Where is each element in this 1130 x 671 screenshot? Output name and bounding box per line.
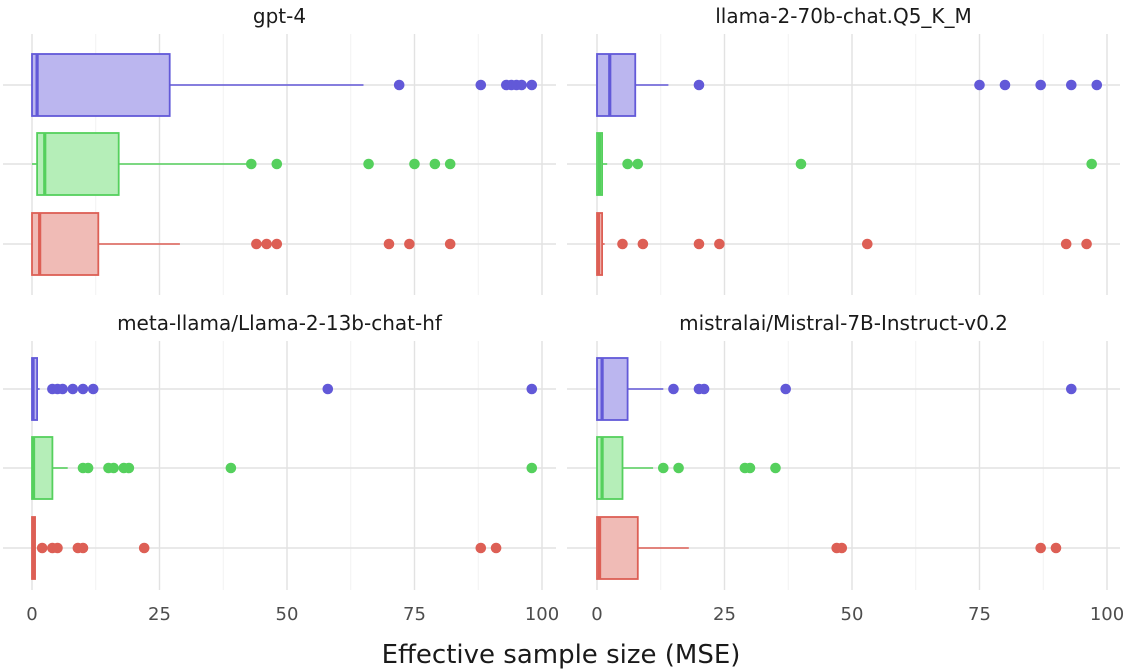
outlier-point [138, 542, 150, 554]
x-tick-label: 25 [148, 604, 171, 625]
outlier-point [429, 158, 441, 170]
x-tick-label: 50 [841, 604, 864, 625]
outlier-point [1060, 238, 1072, 250]
outlier-point [714, 238, 725, 250]
outlier-point [444, 238, 456, 250]
boxplot-green [32, 132, 456, 196]
outlier-point [271, 158, 283, 170]
outlier-point [225, 462, 237, 474]
outlier-point [862, 238, 873, 250]
outlier-point [67, 383, 79, 395]
x-tick-label: 75 [403, 604, 426, 625]
panel-title: mistralai/Mistral-7B-Instruct-v0.2 [679, 311, 1008, 335]
outlier-point [693, 79, 705, 91]
outlier-point [974, 79, 985, 91]
outlier-point [1066, 383, 1077, 395]
outlier-point [363, 158, 374, 170]
x-tick-label: 100 [525, 604, 559, 625]
boxplot-blue [596, 53, 1103, 117]
panel: gpt-4 [3, 4, 556, 295]
outlier-point [526, 462, 538, 474]
outlier-point [744, 462, 756, 474]
box [31, 53, 171, 117]
outlier-point [1066, 79, 1077, 91]
outlier-point [77, 542, 89, 554]
outlier-point [475, 79, 487, 91]
panel: meta-llama/Llama-2-13b-chat-hf 0 25 50 75 100 [3, 311, 559, 625]
outlier-point [698, 383, 710, 395]
boxplot-blue [596, 357, 1077, 421]
outlier-point [1050, 542, 1062, 554]
outlier-point [393, 79, 405, 91]
x-tick-label: 75 [968, 604, 991, 625]
outlier-point [1091, 79, 1103, 91]
boxplot-green [596, 436, 781, 500]
outlier-point [516, 79, 527, 91]
boxplot-red [31, 516, 502, 580]
box [31, 212, 100, 276]
x-tick-label: 25 [713, 604, 736, 625]
outlier-point [271, 238, 283, 250]
boxplot-blue [31, 53, 538, 117]
outlier-point [795, 158, 807, 170]
outlier-point [52, 542, 63, 554]
panel: mistralai/Mistral-7B-Instruct-v0.2 0 25 50 7… [567, 311, 1124, 625]
outlier-point [632, 158, 644, 170]
outlier-point [836, 542, 848, 554]
outlier-point [57, 383, 68, 395]
boxplot-red [31, 212, 456, 276]
outlier-point [444, 158, 456, 170]
x-tick-label: 100 [1090, 604, 1124, 625]
outlier-point [673, 462, 684, 474]
outlier-point [251, 238, 262, 250]
boxplot-green [596, 132, 1097, 196]
outlier-point [526, 79, 538, 91]
outlier-point [622, 158, 633, 170]
x-axis-title: Effective sample size (MSE) [382, 640, 741, 670]
outlier-point [490, 542, 502, 554]
panel-title: meta-llama/Llama-2-13b-chat-hf [117, 311, 443, 335]
outlier-point [637, 238, 649, 250]
outlier-point [1035, 79, 1046, 91]
outlier-point [770, 462, 781, 474]
panel-title: gpt-4 [253, 4, 306, 28]
panels-layer: gpt-4 llama-2-70b-chat.Q5_K_M meta-llama/L… [3, 4, 1124, 625]
box [596, 516, 639, 580]
outlier-point [383, 238, 395, 250]
outlier-point [693, 238, 705, 250]
outlier-point [658, 462, 669, 474]
outlier-point [322, 383, 334, 395]
boxplot-red [596, 212, 1092, 276]
outlier-point [617, 238, 628, 250]
outlier-point [1035, 542, 1046, 554]
outlier-point [77, 383, 89, 395]
outlier-point [780, 383, 791, 395]
outlier-point [526, 383, 538, 395]
x-tick-label: 0 [26, 604, 37, 625]
boxplot-green [31, 436, 538, 500]
outlier-point [82, 462, 94, 474]
outlier-point [1081, 238, 1092, 250]
outlier-point [404, 238, 415, 250]
x-tick-label: 50 [276, 604, 299, 625]
outlier-point [123, 462, 135, 474]
outlier-point [409, 158, 420, 170]
outlier-point [261, 238, 272, 250]
box [36, 132, 120, 196]
outlier-point [108, 462, 119, 474]
boxplot-blue [31, 357, 538, 421]
outlier-point [668, 383, 679, 395]
outlier-point [36, 542, 48, 554]
outlier-point [475, 542, 487, 554]
outlier-point [87, 383, 99, 395]
outlier-point [999, 79, 1011, 91]
boxplot-red [596, 516, 1062, 580]
x-tick-label: 0 [591, 604, 602, 625]
box [596, 53, 637, 117]
panel: llama-2-70b-chat.Q5_K_M [567, 4, 1120, 295]
panel-title: llama-2-70b-chat.Q5_K_M [715, 4, 972, 28]
outlier-point [1086, 158, 1097, 170]
outlier-point [246, 158, 257, 170]
